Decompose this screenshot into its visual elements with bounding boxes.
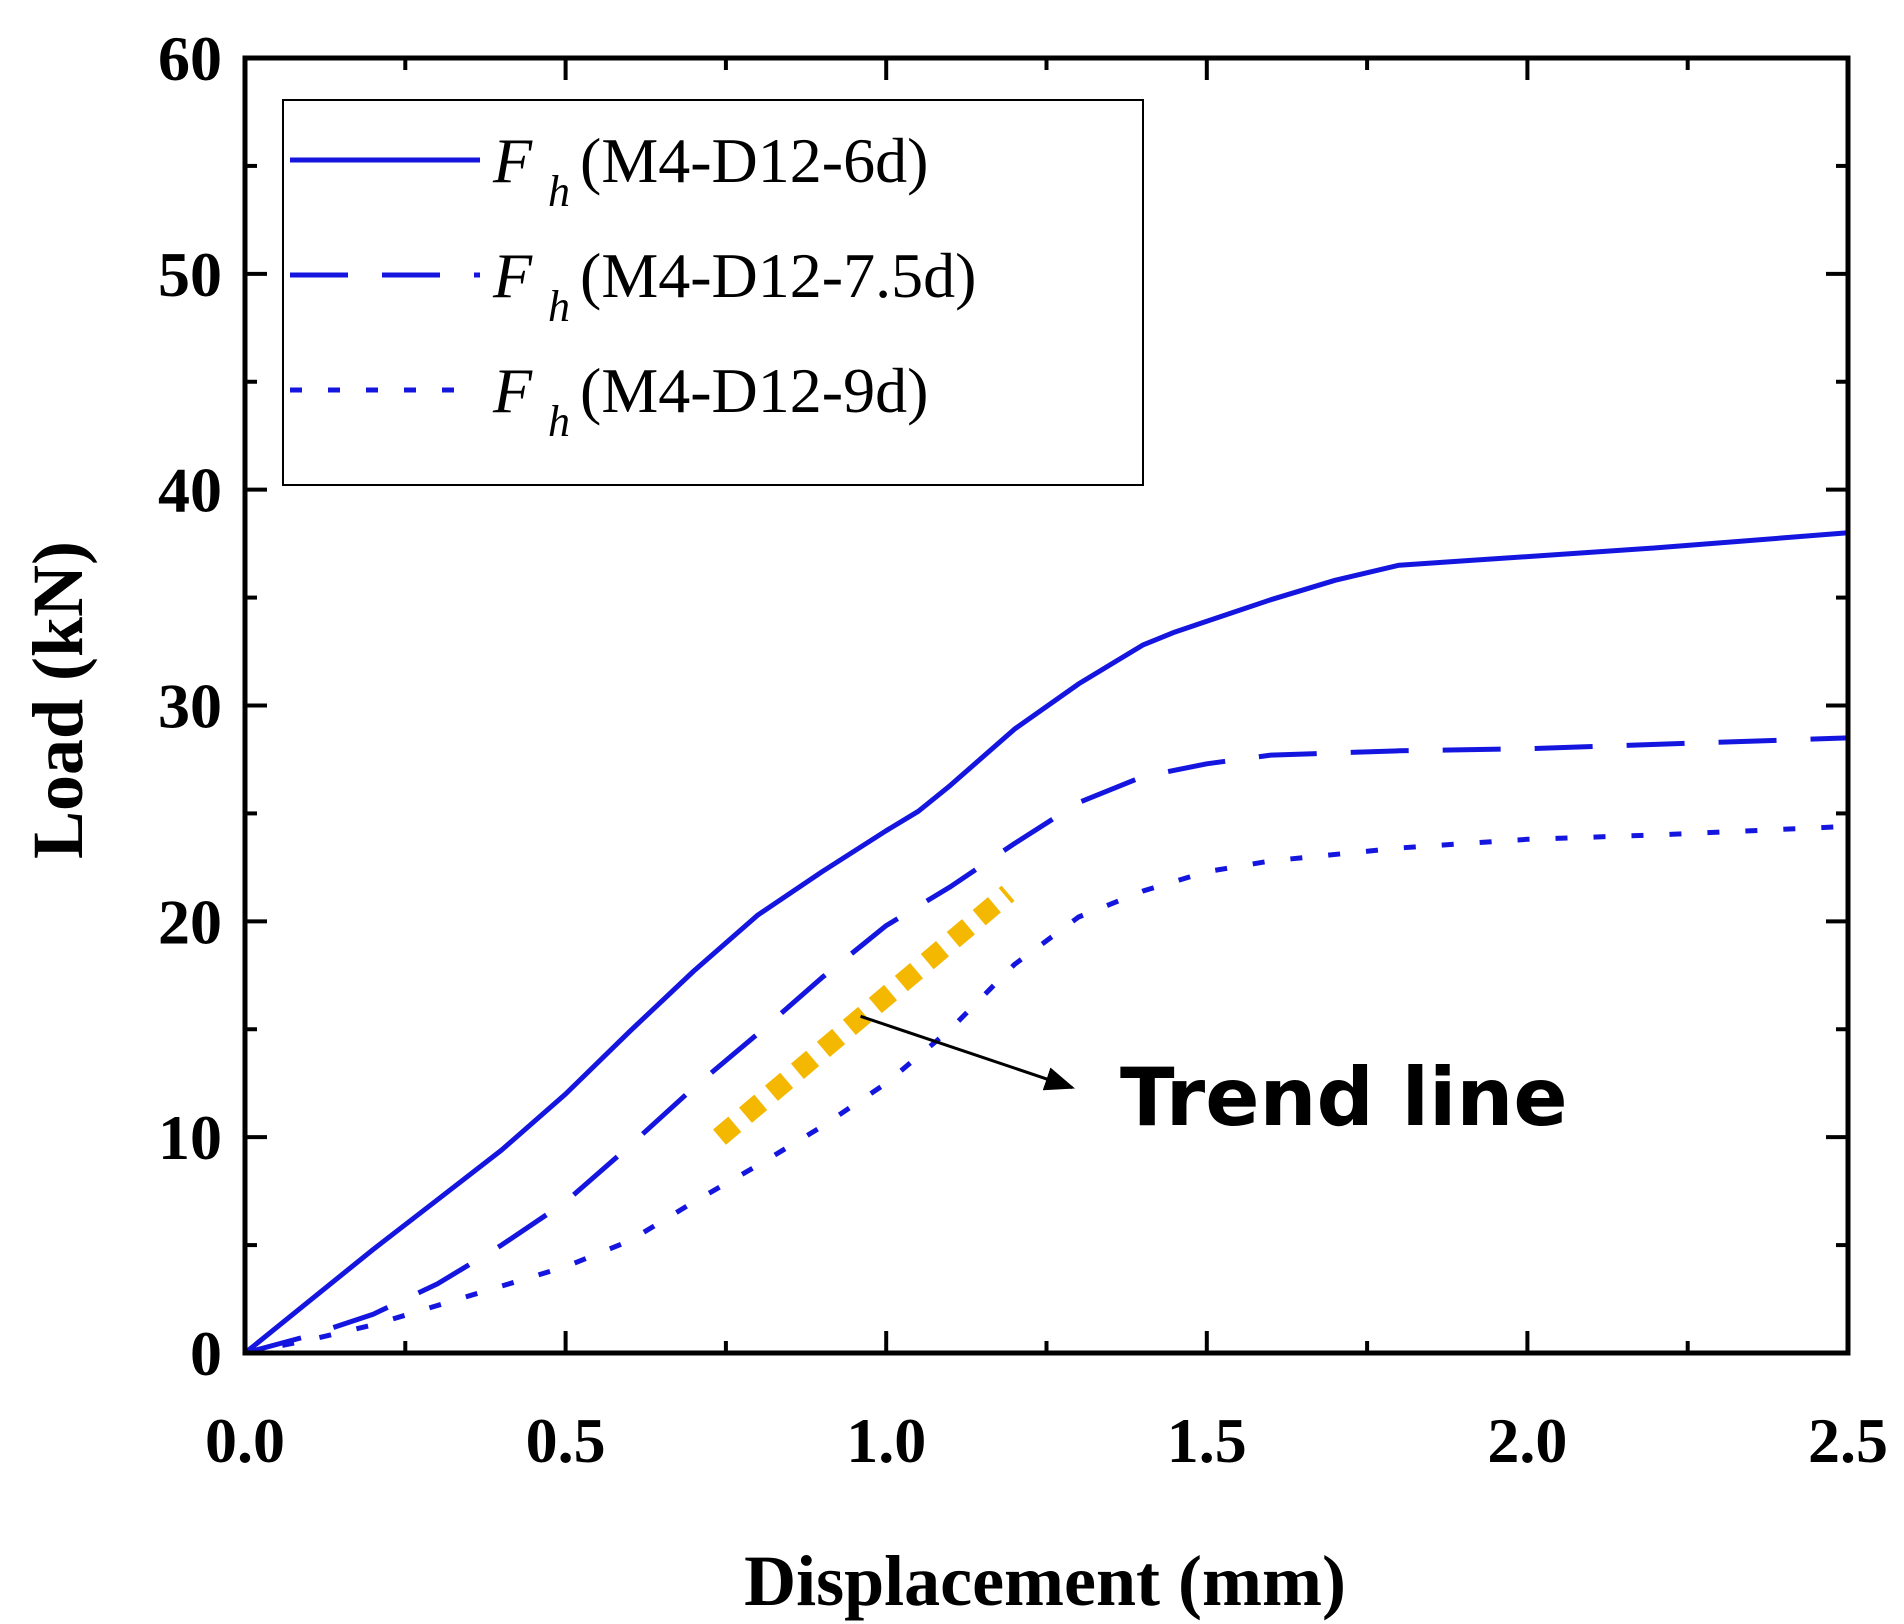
x-tick-labels: 0.0 0.5 1.0 1.5 2.0 2.5	[205, 1405, 1888, 1476]
y-tick-label: 60	[158, 23, 222, 94]
y-tick-labels: 0 10 20 30 40 50 60	[158, 23, 222, 1389]
legend-subscript: h	[548, 167, 570, 216]
x-tick-label: 2.0	[1487, 1405, 1567, 1476]
legend-label: (M4-D12-6d)	[580, 125, 928, 196]
x-tick-label: 1.0	[846, 1405, 926, 1476]
legend-subscript: h	[548, 282, 570, 331]
x-axis-title: Displacement (mm)	[744, 1541, 1346, 1621]
y-tick-label: 20	[158, 886, 222, 957]
trend-line	[713, 885, 1015, 1145]
legend-symbol: F	[492, 240, 533, 311]
annotation-arrow	[860, 1014, 1075, 1091]
y-axis-title: Load (kN)	[18, 541, 98, 859]
y-tick-label: 30	[158, 671, 222, 742]
series-line-M4-D12-9d	[244, 823, 1849, 1356]
legend-label: (M4-D12-7.5d)	[580, 240, 976, 311]
x-tick-label: 2.5	[1808, 1405, 1888, 1476]
trend-layer	[713, 885, 1015, 1145]
legend-symbol: F	[492, 355, 533, 426]
x-tick-label: 0.0	[205, 1405, 285, 1476]
y-tick-label: 40	[158, 455, 222, 526]
legend-label: (M4-D12-9d)	[580, 355, 928, 426]
plot-frame	[242, 55, 1851, 1356]
annotation-layer: Trend line	[860, 1014, 1568, 1144]
y-tick-label: 10	[158, 1102, 222, 1173]
series-layer	[243, 530, 1849, 1356]
legend-subscript: h	[548, 397, 570, 446]
legend-box	[282, 99, 1144, 486]
y-tick-label: 0	[190, 1318, 222, 1389]
x-tick-label: 0.5	[526, 1405, 606, 1476]
legend-symbol: F	[492, 125, 533, 196]
series-line-M4-D12-7.5d	[244, 735, 1849, 1356]
series-line-M4-D12-6d	[243, 530, 1849, 1355]
y-tick-label: 50	[158, 239, 222, 310]
annotation-text: Trend line	[1120, 1051, 1568, 1144]
x-tick-label: 1.5	[1167, 1405, 1247, 1476]
